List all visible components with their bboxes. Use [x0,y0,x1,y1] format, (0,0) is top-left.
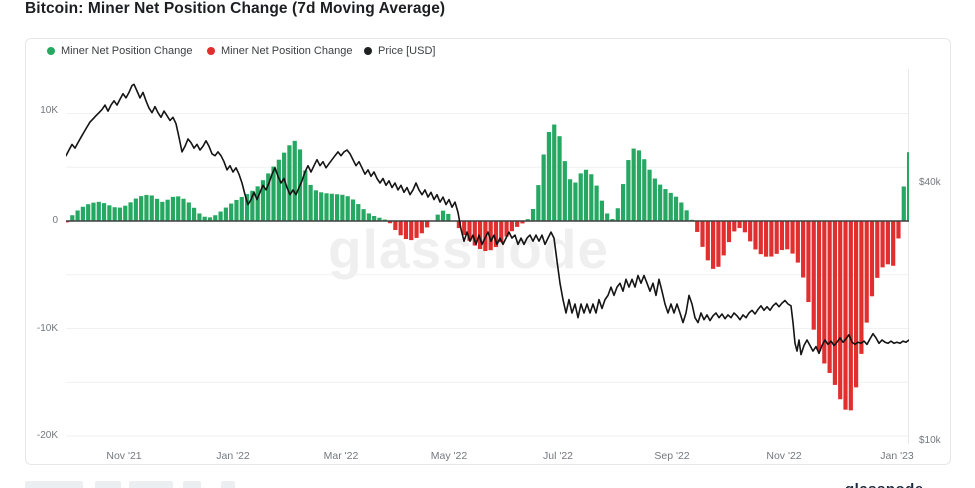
x-axis-tick: Jan '22 [216,450,250,462]
legend-item-miner-net-position-positive[interactable]: Miner Net Position Change [47,45,192,57]
legend-item-miner-net-position-negative[interactable]: Miner Net Position Change [207,45,352,57]
legend-label: Miner Net Position Change [61,45,193,57]
x-axis-tick: Nov '22 [766,450,802,462]
x-axis-tick: Mar '22 [323,450,359,462]
legend-label: Price [USD] [378,45,436,57]
chart-card: Miner Net Position Change Miner Net Posi… [25,38,951,465]
legend: Miner Net Position Change Miner Net Posi… [26,39,950,65]
x-axis-tick: May '22 [430,450,468,462]
y-axis-right-tick: $40k [919,177,941,188]
legend-dot-black-icon [364,47,372,55]
page-title: Bitcoin: Miner Net Position Change (7d M… [25,0,446,17]
x-axis-tick: Jul '22 [542,450,574,462]
x-axis-tick: Jan '23 [880,450,914,462]
plot-area[interactable] [66,69,909,444]
y-axis-left-tick: -20K [36,430,58,441]
footer-clipped-text [25,481,365,488]
y-axis-right-tick: $10k [919,435,941,446]
y-axis-left-tick: 0 [52,215,58,226]
legend-dot-red-icon [207,47,215,55]
legend-item-price-usd[interactable]: Price [USD] [364,45,435,57]
y-axis-left-tick: 10K [40,105,58,116]
x-axis-tick: Sep '22 [654,450,690,462]
legend-dot-green-icon [47,47,55,55]
glassnode-logo: glassnode [845,480,965,488]
y-axis-left-tick: -10K [36,323,58,334]
legend-label: Miner Net Position Change [221,45,353,57]
x-axis-tick: Nov '21 [106,450,142,462]
